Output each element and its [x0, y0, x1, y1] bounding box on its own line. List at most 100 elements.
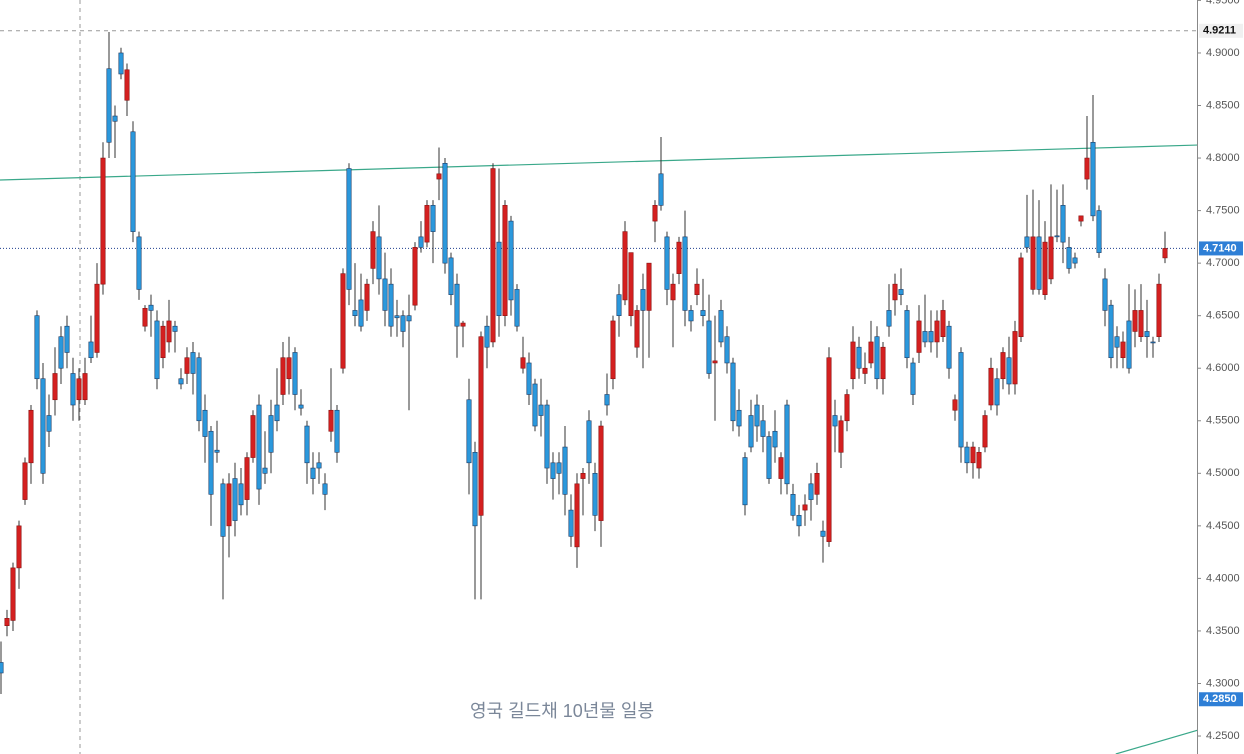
candle-body [832, 415, 838, 427]
candle-body [652, 205, 658, 222]
price-marker-label: 4.9211 [1203, 25, 1236, 37]
candle-body [106, 68, 112, 143]
candle-body [1006, 357, 1012, 385]
candle-body [922, 331, 928, 343]
axis-area: 4.2500 4.3000 4.3500 4.4000 4.4500 4.5000 4.55… [1197, 0, 1243, 742]
candle-body [196, 357, 202, 422]
candle-body [1162, 248, 1168, 259]
candle-body [736, 409, 742, 427]
candle-body [784, 404, 790, 485]
candle-body [586, 420, 592, 464]
candle-body [796, 515, 802, 527]
candle-body [712, 360, 718, 364]
candle-body [862, 367, 868, 374]
candle-body [928, 331, 934, 343]
candle-body [508, 220, 514, 301]
candle-body [250, 415, 256, 458]
y-tick-label: 4.5500 [1206, 415, 1240, 427]
candle-body [874, 336, 880, 380]
candle-body [850, 341, 856, 380]
candle-body [646, 262, 652, 311]
candle-body [280, 357, 286, 395]
candle-body [592, 473, 598, 516]
candle-body [376, 236, 382, 280]
candle-body [340, 273, 346, 369]
candle-body [52, 373, 58, 401]
candle-body [496, 241, 502, 316]
candle-body [634, 310, 640, 348]
y-tick-label: 4.3000 [1206, 677, 1240, 689]
y-tick-label: 4.6500 [1206, 310, 1240, 322]
candle-body [838, 420, 844, 453]
candle-body [202, 409, 208, 437]
candle-body [640, 289, 646, 311]
price-marker-box [1199, 692, 1243, 707]
candle-body [994, 378, 1000, 406]
candle-body [682, 236, 688, 311]
candle-body [184, 357, 190, 374]
candle-body [616, 294, 622, 316]
y-tick-label: 4.7000 [1206, 257, 1240, 269]
candle-body [730, 362, 736, 422]
candle-body [814, 473, 820, 495]
candle-body [232, 478, 238, 521]
candle-body [460, 322, 466, 327]
candle-body [304, 425, 310, 464]
candle-body [484, 325, 490, 348]
candle-body [406, 315, 412, 322]
candle-body [1030, 236, 1036, 290]
candle-body [220, 483, 226, 537]
candle-body [706, 320, 712, 374]
candle-body [820, 530, 826, 537]
candle-body [694, 283, 700, 295]
candle-body [886, 310, 892, 327]
candle-body [574, 483, 580, 548]
candle-body [958, 352, 964, 448]
plot-area [0, 30, 1197, 754]
candle-body [1048, 236, 1054, 280]
y-tick-label: 4.4500 [1206, 520, 1240, 532]
candle-body [628, 252, 634, 316]
candle-body [790, 494, 796, 516]
candle-body [16, 525, 22, 569]
candle-body [208, 430, 214, 495]
candle-body [1090, 141, 1096, 217]
candle-body [346, 168, 352, 290]
candle-body [46, 415, 52, 432]
trendline [1115, 729, 1197, 754]
candle-body [292, 352, 298, 395]
candle-body [88, 341, 94, 359]
candle-body [82, 373, 88, 401]
candle-body [178, 378, 184, 385]
candle-body [802, 504, 808, 511]
candle-body [298, 404, 304, 409]
candle-body [778, 457, 784, 479]
candle-body [718, 310, 724, 343]
candle-body [34, 315, 40, 380]
candle-body [658, 173, 664, 206]
candle-body [262, 467, 268, 474]
candle-body [670, 283, 676, 301]
candle-body [688, 310, 694, 322]
candle-body [892, 283, 898, 301]
candle-body [1120, 341, 1126, 359]
candle-body [358, 299, 364, 327]
candle-body [1000, 352, 1006, 380]
price-marker-label: 4.2850 [1203, 693, 1237, 705]
candle-body [1150, 341, 1156, 344]
candle-body [1138, 310, 1144, 337]
candle-body [946, 325, 952, 369]
candle-body [226, 483, 232, 527]
candle-body [154, 320, 160, 380]
candle-body [676, 241, 682, 274]
candle-body [976, 451, 982, 469]
chart-title: 영국 길드채 10년물 일봉 [470, 701, 654, 721]
candle-body [1072, 257, 1078, 264]
y-tick-label: 4.8500 [1206, 99, 1240, 111]
y-tick-label: 4.6000 [1206, 362, 1240, 374]
candle-body [598, 425, 604, 521]
candle-body [544, 404, 550, 469]
candle-body [514, 289, 520, 327]
candle-body [244, 457, 250, 500]
